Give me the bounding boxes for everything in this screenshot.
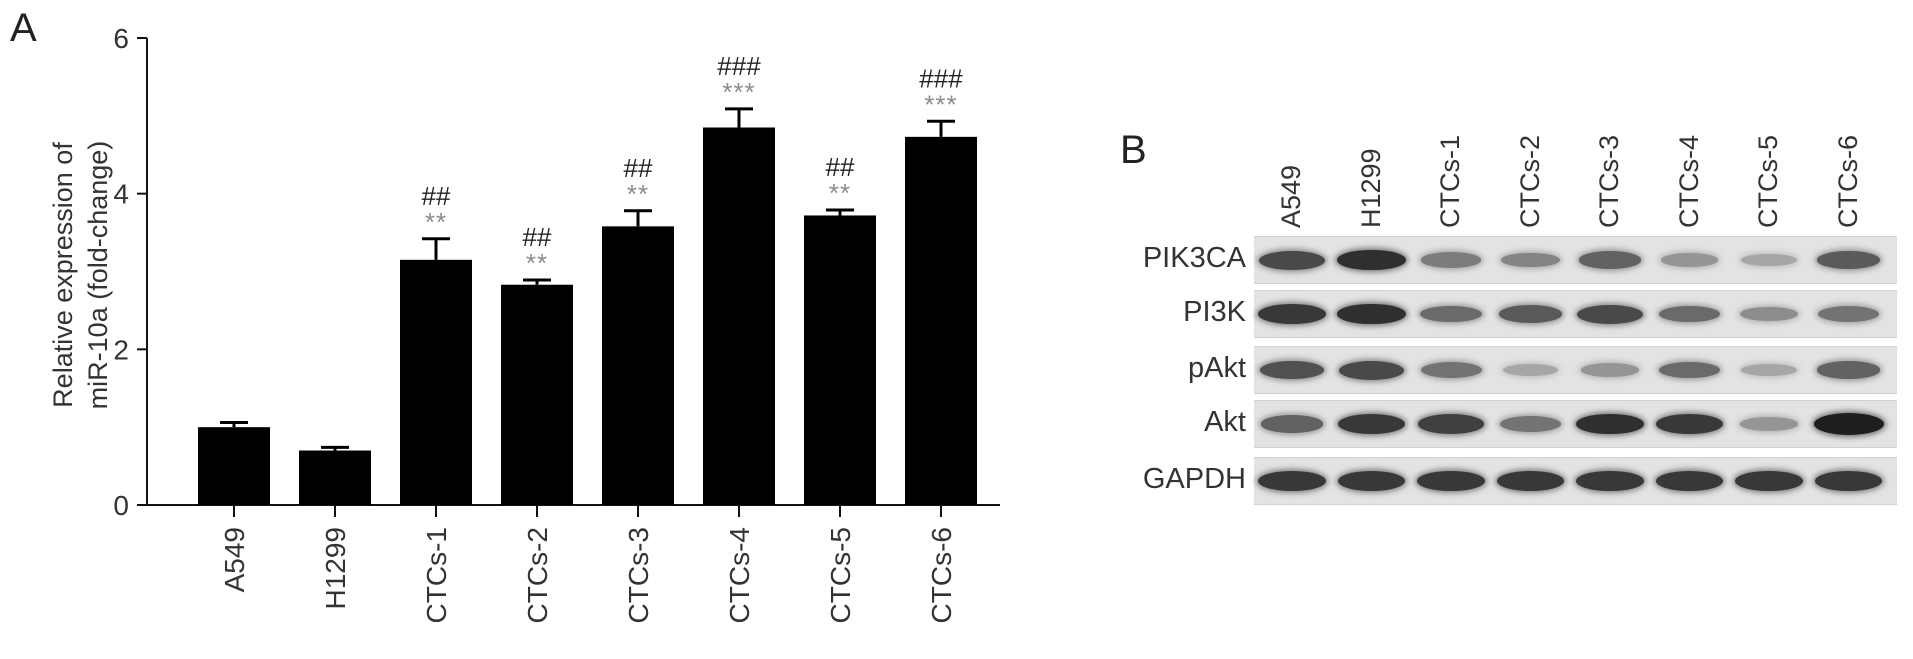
x-tick-label: CTCs-1 <box>421 527 452 623</box>
blot-band <box>1420 252 1482 268</box>
significance-hashes: ## <box>422 181 451 211</box>
x-tick-label: CTCs-2 <box>522 527 553 623</box>
blot-band <box>1498 305 1563 323</box>
blot-band <box>1739 306 1799 322</box>
significance-hashes: ## <box>624 153 653 183</box>
y-tick-label: 2 <box>113 334 129 365</box>
blot-band <box>1740 417 1798 431</box>
blot-band <box>1581 363 1639 377</box>
significance-stars: ** <box>425 207 447 237</box>
panel-a-label: A <box>10 6 37 50</box>
blot-band <box>1500 416 1561 432</box>
blot-row-label: PIK3CA <box>1142 242 1246 274</box>
blot-band <box>1576 470 1644 492</box>
blot-band <box>1655 470 1724 492</box>
bar <box>198 427 270 505</box>
blot-band <box>1818 306 1879 322</box>
significance-stars: ** <box>627 179 649 209</box>
blot-band <box>1420 362 1482 378</box>
blot-strip <box>1254 400 1897 448</box>
blot-band <box>1658 305 1721 323</box>
blot-band <box>1417 414 1485 434</box>
significance-hashes: ### <box>919 63 963 93</box>
blot-lane-label: A549 <box>1276 164 1306 228</box>
blot-lane-label: CTCs-1 <box>1435 135 1465 228</box>
blot-band <box>1258 470 1326 492</box>
blot-strip <box>1254 290 1897 338</box>
blot-band <box>1337 303 1406 325</box>
bar <box>804 215 876 505</box>
bar <box>501 284 573 505</box>
blot-band <box>1500 252 1561 268</box>
blot-strip <box>1254 457 1897 505</box>
blot-band <box>1817 361 1880 379</box>
significance-hashes: ## <box>826 152 855 182</box>
bar <box>703 127 775 505</box>
blot-band <box>1575 413 1645 435</box>
bar <box>602 226 674 505</box>
blot-row-label: GAPDH <box>1142 463 1246 495</box>
blot-band <box>1338 360 1405 380</box>
blot-row-label: pAkt <box>1187 352 1246 384</box>
blot-band <box>1813 413 1884 435</box>
panel-b-label: B <box>1120 128 1147 172</box>
x-tick-label: CTCs-3 <box>623 527 654 623</box>
blot-band <box>1260 415 1324 433</box>
x-tick-label: CTCs-5 <box>825 527 856 623</box>
blot-band <box>1660 253 1719 267</box>
blot-row-label: PI3K <box>1183 296 1246 328</box>
blot-lane-label: CTCs-3 <box>1594 135 1624 228</box>
blot-band <box>1741 253 1797 267</box>
blot-band <box>1502 363 1559 377</box>
blot-strip <box>1254 346 1897 394</box>
x-tick-label: A549 <box>219 527 250 592</box>
blot-band <box>1496 470 1565 492</box>
blot-band <box>1420 305 1482 323</box>
bar <box>299 450 371 505</box>
blot-band <box>1259 360 1325 380</box>
significance-stars: ** <box>829 178 851 208</box>
significance-hashes: ### <box>717 51 761 81</box>
blot-lane-label: CTCs-6 <box>1832 135 1863 228</box>
blot-band <box>1655 413 1724 435</box>
blot-band <box>1337 249 1406 271</box>
bar <box>400 259 472 505</box>
significance-hashes: ## <box>523 222 552 252</box>
blot-band <box>1417 470 1485 492</box>
blot-band <box>1337 470 1406 492</box>
blot-lane-label: CTCs-2 <box>1514 135 1545 228</box>
y-axis-label-line1: Relative expression of <box>48 142 78 408</box>
y-axis-label-line2: miR-10a (fold-change) <box>83 141 113 410</box>
bar-chart: 0 2 4 6 Relative expression of miR-10a (fold-… <box>48 23 1000 623</box>
blot-band <box>1814 470 1883 492</box>
blot-band <box>1337 413 1406 435</box>
blot-band <box>1258 303 1326 325</box>
y-tick-label: 4 <box>113 179 129 210</box>
y-tick-label: 0 <box>113 490 129 521</box>
blot-band <box>1816 251 1881 269</box>
x-tick-label: H1299 <box>320 527 351 610</box>
blot-band <box>1578 251 1642 269</box>
blot-band <box>1741 363 1797 377</box>
blot-band <box>1658 361 1721 379</box>
blot-band <box>1577 304 1643 324</box>
blot-row-label: Akt <box>1204 406 1246 438</box>
blot-lane-label: CTCs-5 <box>1753 135 1783 228</box>
blot-band <box>1259 250 1325 270</box>
significance-stars: ** <box>526 248 548 278</box>
y-tick-label: 6 <box>113 23 129 54</box>
significance-stars: *** <box>924 89 957 119</box>
blot-lane-label: H1299 <box>1355 148 1386 228</box>
blot-strip <box>1254 236 1897 284</box>
significance-stars: *** <box>722 77 755 107</box>
bar <box>905 136 977 505</box>
x-tick-label: CTCs-4 <box>724 527 755 623</box>
x-tick-label: CTCs-6 <box>926 527 957 623</box>
blot-lane-label: CTCs-4 <box>1673 135 1704 228</box>
blot-band <box>1735 470 1803 492</box>
